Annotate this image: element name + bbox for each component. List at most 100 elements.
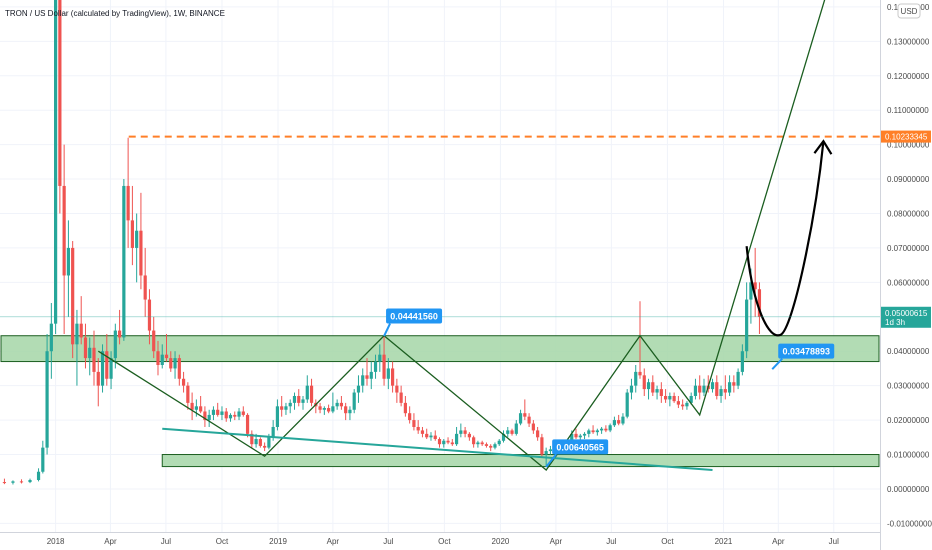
candle-body	[395, 385, 399, 393]
candle-body	[536, 430, 540, 438]
candle-body	[258, 439, 262, 446]
candle-body	[186, 385, 190, 403]
candle-body	[685, 402, 689, 407]
candle-body	[416, 426, 420, 431]
candle-body	[322, 408, 326, 410]
candle-body	[638, 371, 642, 376]
candle-body	[429, 435, 433, 438]
candle-body	[463, 430, 467, 434]
candle-body	[62, 185, 66, 276]
current-price-tag	[881, 306, 931, 328]
candle-body	[96, 371, 100, 386]
x-tick-label: Apr	[104, 537, 117, 546]
annotation-badge	[386, 308, 443, 324]
trend-line	[162, 427, 713, 472]
candle-body	[199, 406, 203, 412]
candle-body	[109, 358, 113, 379]
candle-body	[28, 480, 32, 483]
candle-body	[617, 420, 621, 424]
candle-body	[621, 416, 625, 424]
candle-body	[152, 330, 156, 352]
candle-body	[203, 411, 207, 421]
candle-body	[578, 435, 582, 438]
candle-body	[399, 392, 403, 403]
candle-body	[497, 440, 501, 445]
candle-body	[506, 430, 510, 434]
candle-body	[382, 354, 386, 379]
candle-body	[327, 408, 331, 412]
candle-body	[450, 442, 454, 445]
candle-body	[373, 361, 378, 372]
candle-body	[668, 395, 672, 400]
candle-body	[71, 247, 75, 345]
candle-body	[408, 413, 412, 421]
candle-body	[390, 368, 395, 386]
x-tick-label: Jul	[161, 537, 171, 546]
candle-body	[378, 354, 382, 362]
candle-body	[749, 282, 753, 300]
x-tick-label: Oct	[438, 537, 451, 546]
y-tick-label: 0.02000000	[887, 416, 930, 425]
currency-label: USD	[901, 7, 918, 16]
candle-body	[113, 330, 117, 359]
candle-body	[207, 414, 211, 421]
candle-body	[275, 406, 280, 427]
target-price-label: 0.10233345	[885, 133, 928, 142]
candle-body	[433, 435, 437, 440]
candle-body	[130, 220, 134, 248]
candle-body	[484, 444, 489, 446]
candle-body	[254, 439, 258, 445]
candle-body	[523, 413, 527, 417]
annotation-badge	[552, 439, 609, 455]
candle-body	[745, 299, 749, 352]
projection-arrow	[745, 141, 825, 337]
y-tick-label: 0.13000000	[887, 37, 930, 46]
candle-body	[548, 449, 553, 452]
candle-body	[655, 389, 659, 393]
candle-body	[544, 451, 548, 455]
x-tick-label: 2021	[715, 537, 733, 546]
y-tick-label: 0.04000000	[887, 347, 930, 356]
candle-body	[732, 382, 736, 386]
zone-lower	[161, 454, 880, 468]
candle-body	[629, 385, 634, 393]
candle-body	[480, 442, 484, 445]
candle-body	[582, 433, 587, 436]
candle-body	[753, 282, 757, 290]
candle-body	[646, 382, 651, 390]
zones	[0, 335, 880, 468]
candle-body	[442, 440, 446, 445]
candle-body	[698, 385, 702, 393]
annotation-label: 0.04441560	[390, 312, 438, 322]
candle-body	[710, 382, 715, 390]
candle-body	[318, 406, 322, 410]
candle-body	[216, 409, 220, 415]
candle-body	[476, 442, 480, 445]
candle-body	[88, 347, 92, 359]
candle-body	[634, 371, 638, 386]
y-tick-label: 0.00000000	[887, 485, 930, 494]
candle-body	[501, 433, 506, 441]
candle-body	[339, 402, 344, 407]
candle-body	[365, 375, 369, 379]
candle-body	[143, 275, 147, 300]
candle-body	[663, 395, 668, 400]
candle-body	[348, 409, 352, 414]
candle-body	[600, 428, 604, 431]
candle-body	[245, 414, 250, 434]
candle-body	[352, 392, 356, 410]
x-tick-label: 2018	[47, 537, 65, 546]
candle-body	[45, 351, 49, 448]
chart-title: TRON / US Dollar (calculated by TradingV…	[5, 9, 225, 18]
candle-body	[531, 423, 535, 431]
candle-body	[540, 437, 544, 455]
candle-body	[604, 428, 608, 431]
candle-body	[719, 389, 723, 396]
candle-body	[608, 425, 612, 431]
candle-body	[595, 430, 599, 433]
currency-button[interactable]: USD	[897, 3, 921, 19]
candle-body	[527, 416, 531, 424]
candle-body	[702, 385, 706, 393]
candle-body	[250, 433, 254, 445]
